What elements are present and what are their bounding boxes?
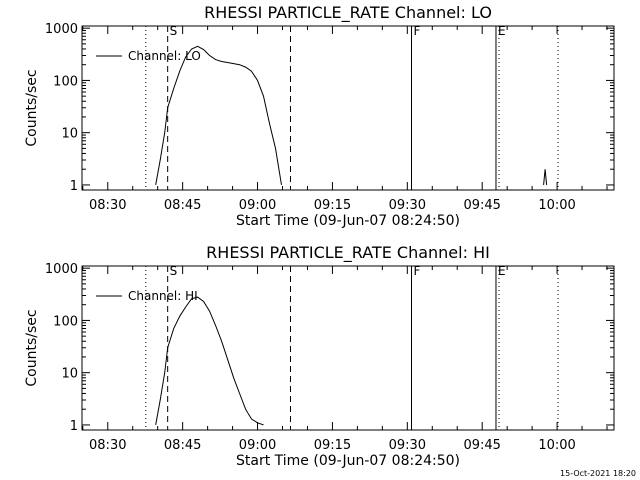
x-tick-label: 10:00 [538, 198, 575, 213]
y-axis-label: Counts/sec [24, 69, 40, 146]
x-tick-label: 09:15 [314, 198, 351, 213]
chart-title: RHESSI PARTICLE_RATE Channel: LO [204, 3, 492, 23]
data-series-2 [543, 169, 548, 185]
x-tick-label: 09:00 [239, 198, 276, 213]
event-label: F [414, 264, 421, 278]
y-tick-label: 10 [61, 127, 78, 142]
y-tick-label: 1 [70, 419, 78, 434]
date-stamp: 15-Oct-2021 18:20 [560, 469, 636, 478]
x-axis-label: Start Time (09-Jun-07 08:24:50) [236, 453, 460, 469]
x-tick-label: 09:30 [389, 438, 426, 453]
y-tick-label: 100 [53, 74, 78, 89]
event-label: S [170, 24, 178, 38]
data-series-1 [155, 296, 264, 426]
x-tick-label: 10:00 [538, 438, 575, 453]
x-tick-label: 09:45 [463, 198, 500, 213]
data-series-1 [155, 45, 282, 185]
event-label: E [498, 264, 506, 278]
x-tick-label: 08:45 [164, 438, 201, 453]
chart-panel-2: RHESSI PARTICLE_RATE Channel: HI S F E 08:30… [24, 243, 615, 469]
event-label: E [498, 24, 506, 38]
y-tick-label: 1000 [45, 262, 78, 277]
y-tick-label: 100 [53, 314, 78, 329]
y-tick-label: 1000 [45, 22, 78, 37]
event-label: F [414, 24, 421, 38]
event-label: S [170, 264, 178, 278]
y-axis-label: Counts/sec [24, 309, 40, 386]
x-tick-label: 08:45 [164, 198, 201, 213]
x-tick-label: 08:30 [89, 198, 126, 213]
legend-label: Channel: HI [128, 289, 198, 303]
y-tick-label: 1 [70, 179, 78, 194]
x-tick-label: 09:30 [389, 198, 426, 213]
y-tick-label: 10 [61, 367, 78, 382]
x-tick-label: 09:15 [314, 438, 351, 453]
chart-title: RHESSI PARTICLE_RATE Channel: HI [206, 243, 490, 263]
legend-label: Channel: LO [128, 49, 201, 63]
x-axis-label: Start Time (09-Jun-07 08:24:50) [236, 213, 460, 229]
x-tick-label: 09:00 [239, 438, 276, 453]
x-tick-label: 09:45 [463, 438, 500, 453]
x-tick-label: 08:30 [89, 438, 126, 453]
chart-panel-1: RHESSI PARTICLE_RATE Channel: LO S F E 08:30… [24, 3, 615, 229]
